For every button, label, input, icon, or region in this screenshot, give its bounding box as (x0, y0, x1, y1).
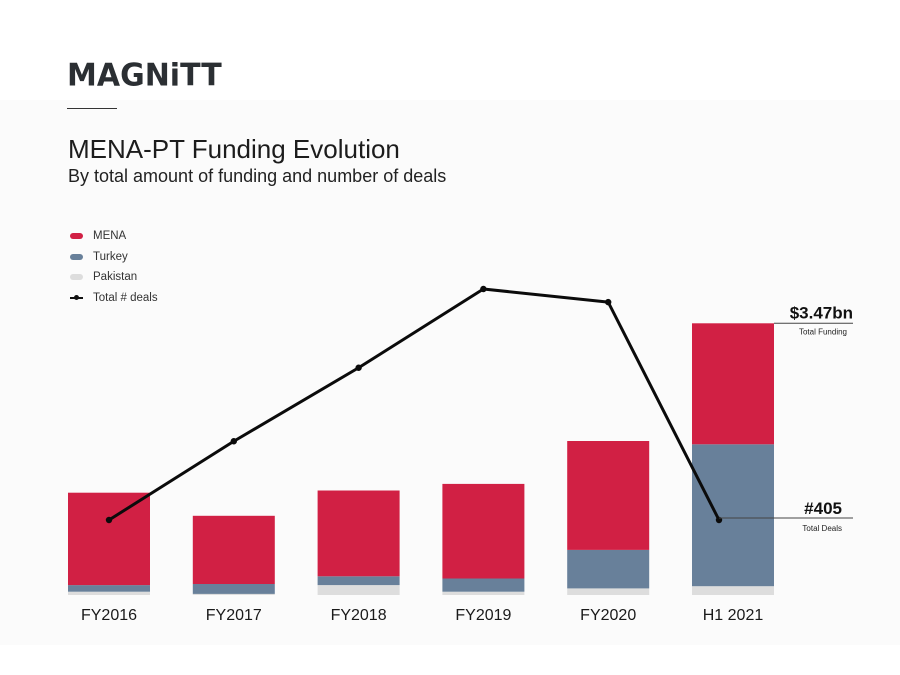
chart-subtitle: By total amount of funding and number of… (68, 166, 447, 186)
deals-point-fy2020 (605, 298, 612, 306)
x-tick-label: FY2017 (206, 607, 262, 624)
bar-mena-fy2016 (68, 492, 150, 586)
legend-swatch-mena (70, 233, 83, 240)
total-funding-label: Total Funding (799, 327, 847, 336)
x-tick-label: FY2018 (331, 607, 387, 624)
bar-turkey-fy2017 (192, 584, 275, 594)
deals-point-fy2017 (230, 438, 237, 445)
legend-item-mena: MENA (70, 226, 158, 247)
bar-pakistan-fy2018 (317, 585, 400, 595)
bar-mena-fy2018 (317, 490, 400, 577)
deals-line (108, 287, 721, 522)
legend-label-turkey: Turkey (93, 250, 128, 263)
bar-pakistan-fy2020 (567, 588, 650, 595)
magnitt-logo: MAGNiTT (67, 57, 222, 94)
legend-swatch-turkey (70, 253, 83, 260)
total-funding-value: $3.47bn (790, 303, 853, 322)
legend-item-turkey: Turkey (70, 247, 158, 268)
bar-pakistan-h1-2021 (692, 586, 774, 595)
bar-turkey-fy2018 (317, 576, 400, 586)
x-tick-label: FY2016 (81, 607, 137, 624)
bar-turkey-fy2016 (68, 585, 150, 592)
bar-turkey-fy2019 (442, 578, 525, 592)
bar-mena-h1-2021 (692, 323, 774, 445)
legend-label-deals: Total # deals (93, 291, 158, 304)
deals-point-fy2016 (105, 516, 113, 524)
total-deals-value: #405 (804, 499, 842, 518)
bar-turkey-h1-2021 (692, 444, 774, 587)
bar-mena-fy2020 (567, 441, 650, 550)
legend-swatch-deals (70, 294, 83, 300)
legend-item-pakistan: Pakistan (70, 267, 158, 288)
chart-legend: MENA Turkey Pakistan Total # deals (70, 226, 158, 308)
bar-pakistan-fy2017 (192, 593, 275, 595)
deals-point-fy2019 (480, 285, 487, 293)
legend-label-pakistan: Pakistan (93, 271, 138, 284)
x-tick-label: FY2020 (580, 607, 636, 624)
chart-title: MENA-PT Funding Evolution (68, 134, 400, 164)
bar-turkey-fy2020 (567, 549, 650, 589)
legend-swatch-pakistan (70, 274, 83, 281)
bar-pakistan-fy2016 (68, 591, 150, 595)
bar-mena-fy2017 (192, 515, 275, 584)
x-tick-label: FY2019 (455, 607, 511, 624)
x-tick-label: H1 2021 (703, 607, 764, 624)
legend-item-deals: Total # deals (70, 288, 158, 309)
deals-point-fy2018 (355, 364, 362, 371)
bar-mena-fy2019 (442, 483, 525, 579)
logo-divider (67, 108, 117, 109)
legend-label-mena: MENA (93, 230, 127, 243)
total-deals-label: Total Deals (802, 524, 842, 533)
bar-pakistan-fy2019 (442, 591, 525, 595)
